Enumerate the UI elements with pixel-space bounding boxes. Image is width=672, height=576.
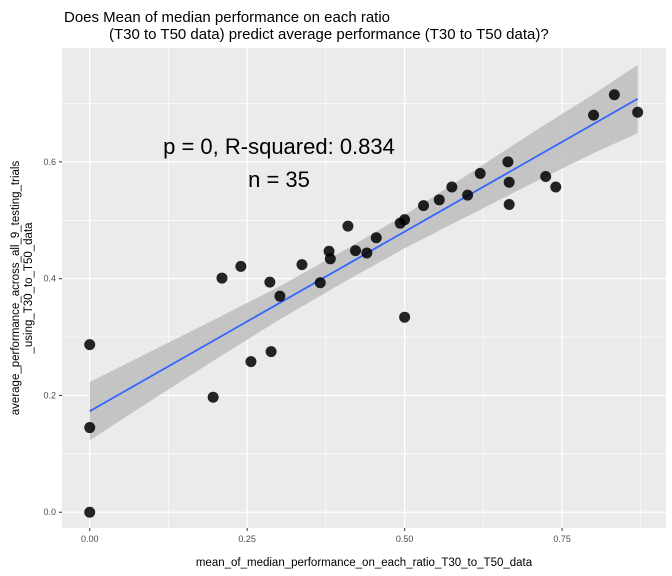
grid-lines [62,48,666,528]
x-tick-label: 0.25 [238,534,256,544]
data-point [370,232,382,244]
data-point [207,391,219,403]
data-point [462,189,474,201]
data-point [235,260,247,272]
data-point [274,290,286,302]
data-point [474,168,486,180]
data-point [314,277,326,289]
data-point [84,422,96,434]
data-point [502,156,514,168]
data-point [632,106,644,118]
data-point [399,214,411,226]
data-point [361,247,373,259]
y-tick-label: 0.4 [43,274,56,284]
data-point [503,176,515,188]
data-point [608,89,620,101]
x-tick-label: 0.75 [553,534,571,544]
data-point [216,272,228,284]
chart-title-line1: Does Mean of median performance on each … [64,9,390,26]
x-axis-title: mean_of_median_performance_on_each_ratio… [196,557,533,569]
data-point [399,311,411,323]
y-axis-ticks: 0.0 0.2 0.4 0.6 [43,157,62,517]
data-point [264,276,276,288]
x-axis-ticks: 0.00 0.25 0.50 0.75 [81,528,571,544]
data-point [550,181,562,193]
data-point [540,170,552,182]
y-axis-title-line1: average_performance_across_all_9_testing… [10,161,22,416]
y-tick-label: 0.0 [43,507,56,517]
chart-title-line2: (T30 to T50 data) predict average perfor… [109,26,549,43]
data-points [84,89,644,518]
y-axis-title-group: average_performance_across_all_9_testing… [10,161,35,416]
data-point [349,245,361,257]
data-point [324,253,336,265]
data-point [446,181,458,193]
data-point [245,356,257,368]
data-point [588,109,600,121]
data-point [342,220,354,232]
data-point [265,346,277,358]
data-point [296,259,308,271]
x-tick-label: 0.00 [81,534,99,544]
y-tick-label: 0.6 [43,157,56,167]
data-point [418,200,430,212]
data-point [84,339,96,351]
x-tick-label: 0.50 [396,534,414,544]
annotation-n: n = 35 [248,167,310,192]
data-point [433,194,445,206]
y-axis-title-line2: _using_T30_to_T50_data [23,222,35,355]
data-point [503,198,515,210]
annotation-stats: p = 0, R-squared: 0.834 [163,134,395,159]
data-point [84,506,96,518]
y-tick-label: 0.2 [43,390,56,400]
